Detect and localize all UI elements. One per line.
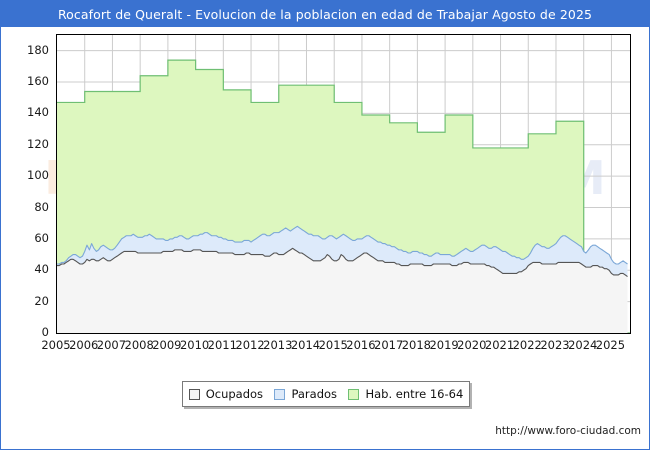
legend-swatch-icon (348, 388, 360, 400)
x-axis-tick: 2020 (457, 338, 487, 352)
x-axis-tick: 2017 (374, 338, 404, 352)
page-title: Rocafort de Queralt - Evolucion de la po… (57, 6, 593, 22)
x-axis-tick: 2005 (41, 338, 71, 352)
x-axis-tick: 2019 (429, 338, 459, 352)
x-axis-tick: 2014 (290, 338, 321, 352)
x-axis-tick: 2012 (235, 338, 265, 352)
y-axis-tick: 20 (34, 293, 49, 308)
y-axis-tick: 120 (27, 136, 49, 151)
x-axis-tick: 2024 (568, 338, 598, 352)
y-axis-tick: 40 (34, 262, 49, 277)
x-axis-tick: 2008 (124, 338, 154, 352)
y-axis-tick: 80 (34, 199, 49, 214)
x-axis-tick: 2006 (69, 338, 99, 352)
chart-legend: Ocupados Parados Hab. entre 16-64 (182, 381, 470, 407)
legend-label: Parados (291, 387, 338, 401)
legend-label: Ocupados (205, 387, 264, 401)
y-axis-tick: 100 (27, 168, 49, 183)
legend-swatch-icon (188, 388, 200, 400)
source-url: http://www.foro-ciudad.com (495, 425, 641, 437)
x-axis-tick: 2022 (512, 338, 542, 352)
y-axis-tick: 180 (27, 42, 49, 57)
legend-label: Hab. entre 16-64 (365, 387, 464, 401)
x-axis-tick: 2023 (540, 338, 570, 352)
chart-area: 0 20 40 60 80 100 120 140 160 180 2005 2006 2007 200… (1, 27, 650, 451)
x-axis-tick: 2021 (484, 338, 515, 352)
x-axis-tick: 2007 (96, 338, 127, 352)
chart-svg (57, 35, 630, 333)
legend-item[interactable]: Parados (274, 387, 337, 401)
x-axis-tick: 2013 (263, 338, 293, 352)
window-title-bar: Rocafort de Queralt - Evolucion de la po… (1, 1, 649, 27)
x-axis-tick: 2010 (179, 338, 210, 352)
y-axis-tick: 0 (41, 325, 49, 339)
legend-item[interactable]: Ocupados (188, 387, 264, 401)
x-axis-tick: 2009 (152, 338, 182, 352)
legend-swatch-icon (274, 388, 286, 400)
plot-region (56, 34, 631, 334)
y-axis-tick: 60 (34, 230, 49, 245)
y-axis-tick: 160 (27, 74, 49, 89)
y-axis-tick: 140 (27, 105, 49, 120)
x-axis-tick: 2018 (401, 338, 432, 352)
x-axis-tick: 2016 (346, 338, 376, 352)
x-axis-tick: 2011 (207, 338, 237, 352)
legend-item[interactable]: Hab. entre 16-64 (348, 387, 463, 401)
x-axis-tick: 2025 (595, 338, 626, 352)
x-axis-tick: 2015 (318, 338, 348, 352)
